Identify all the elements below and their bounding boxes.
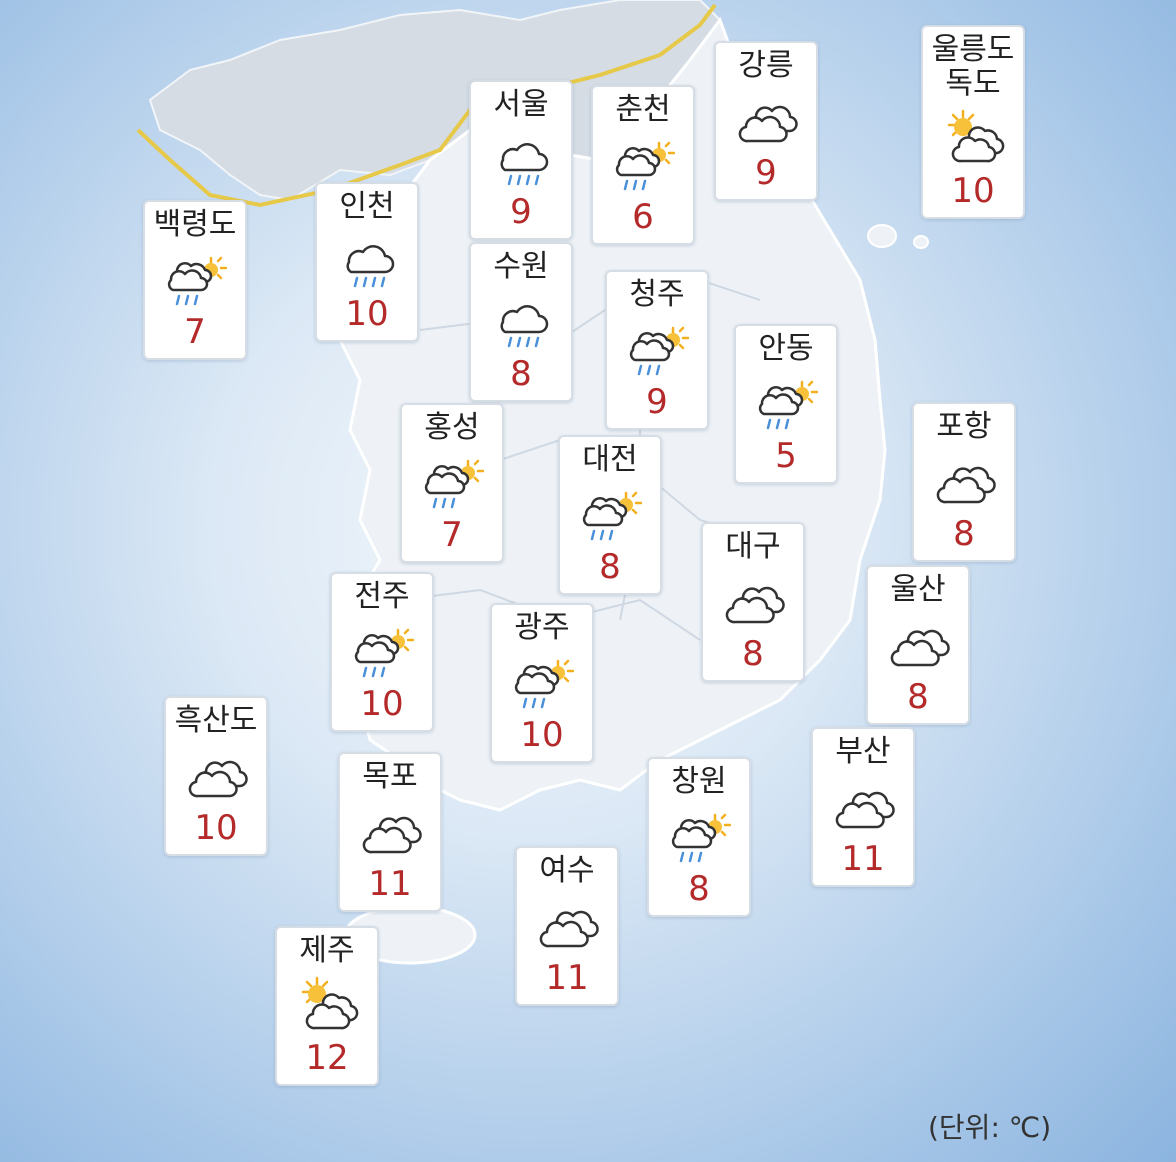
- city-temperature: 10: [345, 294, 389, 334]
- city-card-busan: 부산 11: [811, 727, 915, 887]
- city-card-gwangju: 광주 10: [490, 603, 594, 763]
- city-name: 울릉도 독도: [931, 32, 1015, 101]
- city-name: 창원: [671, 764, 727, 799]
- city-temperature: 11: [841, 839, 885, 879]
- city-card-changwon: 창원 8: [647, 757, 751, 917]
- sun-cloud-icon: [277, 968, 377, 1040]
- sun-cloud-icon: [923, 101, 1023, 173]
- city-card-seoul: 서울 9: [469, 80, 573, 240]
- city-name: 인천: [339, 189, 395, 224]
- city-temperature: 9: [510, 192, 532, 232]
- dokdo-island: [913, 235, 929, 249]
- city-temperature: 5: [775, 436, 797, 476]
- city-name: 강릉: [738, 48, 794, 83]
- city-card-ulsan: 울산 8: [866, 565, 970, 725]
- city-temperature: 8: [907, 677, 929, 717]
- city-name: 대구: [725, 529, 781, 564]
- city-temperature: 7: [184, 312, 206, 352]
- city-temperature: 8: [688, 869, 710, 909]
- city-name: 청주: [629, 277, 685, 312]
- city-card-cheongju: 청주 9: [605, 270, 709, 430]
- city-card-ulleungdo: 울릉도 독도 10: [921, 25, 1025, 219]
- cloud-sun-rain-icon: [145, 242, 245, 314]
- cloud-sun-rain-icon: [736, 366, 836, 438]
- city-name: 전주: [354, 579, 410, 614]
- city-temperature: 8: [953, 514, 975, 554]
- city-temperature: 6: [632, 197, 654, 237]
- city-card-yeosu: 여수 11: [515, 846, 619, 1006]
- city-temperature: 8: [742, 634, 764, 674]
- city-name: 대전: [582, 442, 638, 477]
- city-name: 부산: [835, 734, 891, 769]
- city-name: 백령도: [153, 207, 237, 242]
- city-temperature: 10: [360, 684, 404, 724]
- cloudy-icon: [868, 607, 968, 679]
- city-temperature: 10: [520, 715, 564, 755]
- city-temperature: 11: [368, 864, 412, 904]
- dmz-line: [136, 3, 717, 208]
- city-name: 울산: [890, 572, 946, 607]
- city-name: 수원: [493, 249, 549, 284]
- cloud-sun-rain-icon: [332, 614, 432, 686]
- cloud-sun-rain-icon: [607, 312, 707, 384]
- city-name: 광주: [514, 610, 570, 645]
- cloud-rain-icon: [471, 284, 571, 356]
- city-name: 홍성: [424, 410, 480, 445]
- cloud-sun-rain-icon: [560, 477, 660, 549]
- cloud-rain-icon: [471, 122, 571, 194]
- city-name: 포항: [936, 409, 992, 444]
- city-temperature: 9: [755, 153, 777, 193]
- city-card-andong: 안동 5: [734, 324, 838, 484]
- city-card-heuksando: 흑산도 10: [164, 696, 268, 856]
- ulleungdo-island: [867, 224, 897, 248]
- city-name: 제주: [299, 933, 355, 968]
- city-temperature: 8: [510, 354, 532, 394]
- city-temperature: 7: [441, 515, 463, 555]
- city-card-baengnyeongdo: 백령도 7: [143, 200, 247, 360]
- cloudy-icon: [914, 444, 1014, 516]
- cloudy-icon: [340, 794, 440, 866]
- city-card-daejeon: 대전 8: [558, 435, 662, 595]
- city-card-gangneung: 강릉 9: [714, 41, 818, 201]
- city-temperature: 8: [599, 547, 621, 587]
- unit-label: (단위: ℃): [928, 1111, 1052, 1144]
- cloud-sun-rain-icon: [402, 445, 502, 517]
- city-card-incheon: 인천 10: [315, 182, 419, 342]
- cloudy-icon: [166, 738, 266, 810]
- city-name: 여수: [539, 853, 595, 888]
- city-card-pohang: 포항 8: [912, 402, 1016, 562]
- city-card-jeonju: 전주 10: [330, 572, 434, 732]
- city-temperature: 10: [194, 808, 238, 848]
- city-card-mokpo: 목포 11: [338, 752, 442, 912]
- cloud-sun-rain-icon: [593, 127, 693, 199]
- cloud-rain-icon: [317, 224, 417, 296]
- city-name: 춘천: [615, 92, 671, 127]
- city-temperature: 11: [545, 958, 589, 998]
- city-name: 안동: [758, 331, 814, 366]
- city-name: 흑산도: [174, 703, 258, 738]
- cloudy-icon: [703, 564, 803, 636]
- city-card-daegu: 대구 8: [701, 522, 805, 682]
- city-name: 서울: [493, 87, 549, 122]
- city-card-suwon: 수원 8: [469, 242, 573, 402]
- cloud-sun-rain-icon: [492, 645, 592, 717]
- city-card-hongseong: 홍성 7: [400, 403, 504, 563]
- city-temperature: 9: [646, 382, 668, 422]
- cloud-sun-rain-icon: [649, 799, 749, 871]
- cloudy-icon: [517, 888, 617, 960]
- city-temperature: 12: [305, 1038, 349, 1078]
- cloudy-icon: [716, 83, 816, 155]
- city-temperature: 10: [951, 171, 995, 211]
- city-name: 목포: [362, 759, 418, 794]
- city-card-jeju: 제주 12: [275, 926, 379, 1086]
- city-card-chuncheon: 춘천 6: [591, 85, 695, 245]
- cloudy-icon: [813, 769, 913, 841]
